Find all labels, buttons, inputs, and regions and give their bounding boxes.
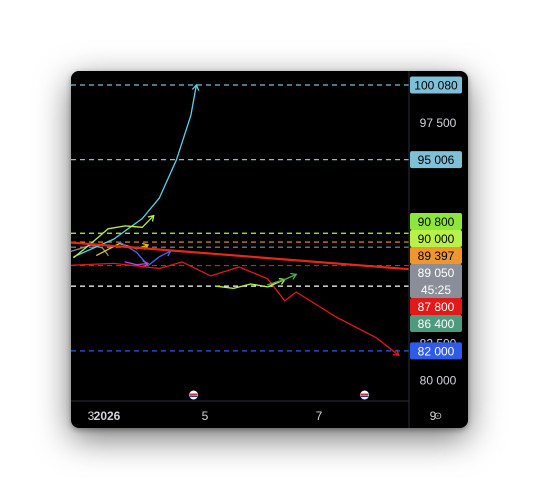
projection-arrowhead-5 [142, 260, 150, 268]
x-year-label: 2026 [94, 409, 121, 423]
countdown-timer: 45:25 [421, 283, 451, 297]
price-tag[interactable]: 86 400 [410, 314, 462, 332]
price-tag-value: 86 400 [418, 317, 455, 331]
y-tick-label: 80 000 [420, 373, 457, 387]
price-tag[interactable]: 87 800 [410, 297, 462, 315]
projection-arrowhead-1 [191, 83, 200, 91]
projection-arrowhead-8 [290, 272, 298, 280]
price-tag[interactable]: 89 397 [410, 246, 462, 264]
projection-path-4[interactable] [118, 241, 172, 267]
x-tick-label: 9 [430, 409, 437, 423]
x-tick-label: 7 [316, 409, 323, 423]
settings-icon[interactable]: ⊙ [434, 411, 442, 422]
price-tag-value: 95 006 [418, 153, 455, 167]
projection-arrowhead-2 [147, 214, 155, 222]
y-tick-label: 97 500 [420, 116, 457, 130]
price-tag[interactable]: 90 800 [410, 212, 462, 230]
price-tag[interactable]: 100 080 [410, 76, 462, 94]
projection-path-6[interactable] [71, 261, 400, 356]
price-tag-value: 100 080 [414, 79, 458, 93]
plot-area[interactable] [71, 71, 409, 401]
price-tag[interactable]: 82 000 [410, 342, 462, 360]
projection-path-5[interactable] [124, 261, 149, 266]
projection-path-8[interactable] [267, 273, 297, 286]
price-tag[interactable]: 90 000 [410, 229, 462, 247]
price-tag-value: 90 000 [418, 232, 455, 246]
price-tag[interactable]: 89 050 45:25 [410, 263, 462, 298]
price-tag-value: 89 050 [418, 266, 455, 280]
x-tick-label: 5 [202, 409, 209, 423]
event-marker-icon[interactable] [360, 390, 370, 400]
price-tag-value: 87 800 [418, 300, 455, 314]
projection-arrowhead-6 [392, 349, 400, 357]
price-tag-value: 82 000 [418, 344, 455, 358]
projection-path-7[interactable] [215, 278, 286, 290]
projection-path-2[interactable] [73, 214, 155, 259]
price-tag-value: 90 800 [418, 215, 455, 229]
trendline[interactable] [71, 235, 468, 284]
price-tag[interactable]: 95 006 [410, 151, 462, 169]
event-marker-icon[interactable] [189, 390, 199, 400]
x-tick-label: 3 [88, 409, 95, 423]
projection-path-1[interactable] [73, 84, 198, 258]
price-tag-value: 89 397 [418, 249, 455, 263]
